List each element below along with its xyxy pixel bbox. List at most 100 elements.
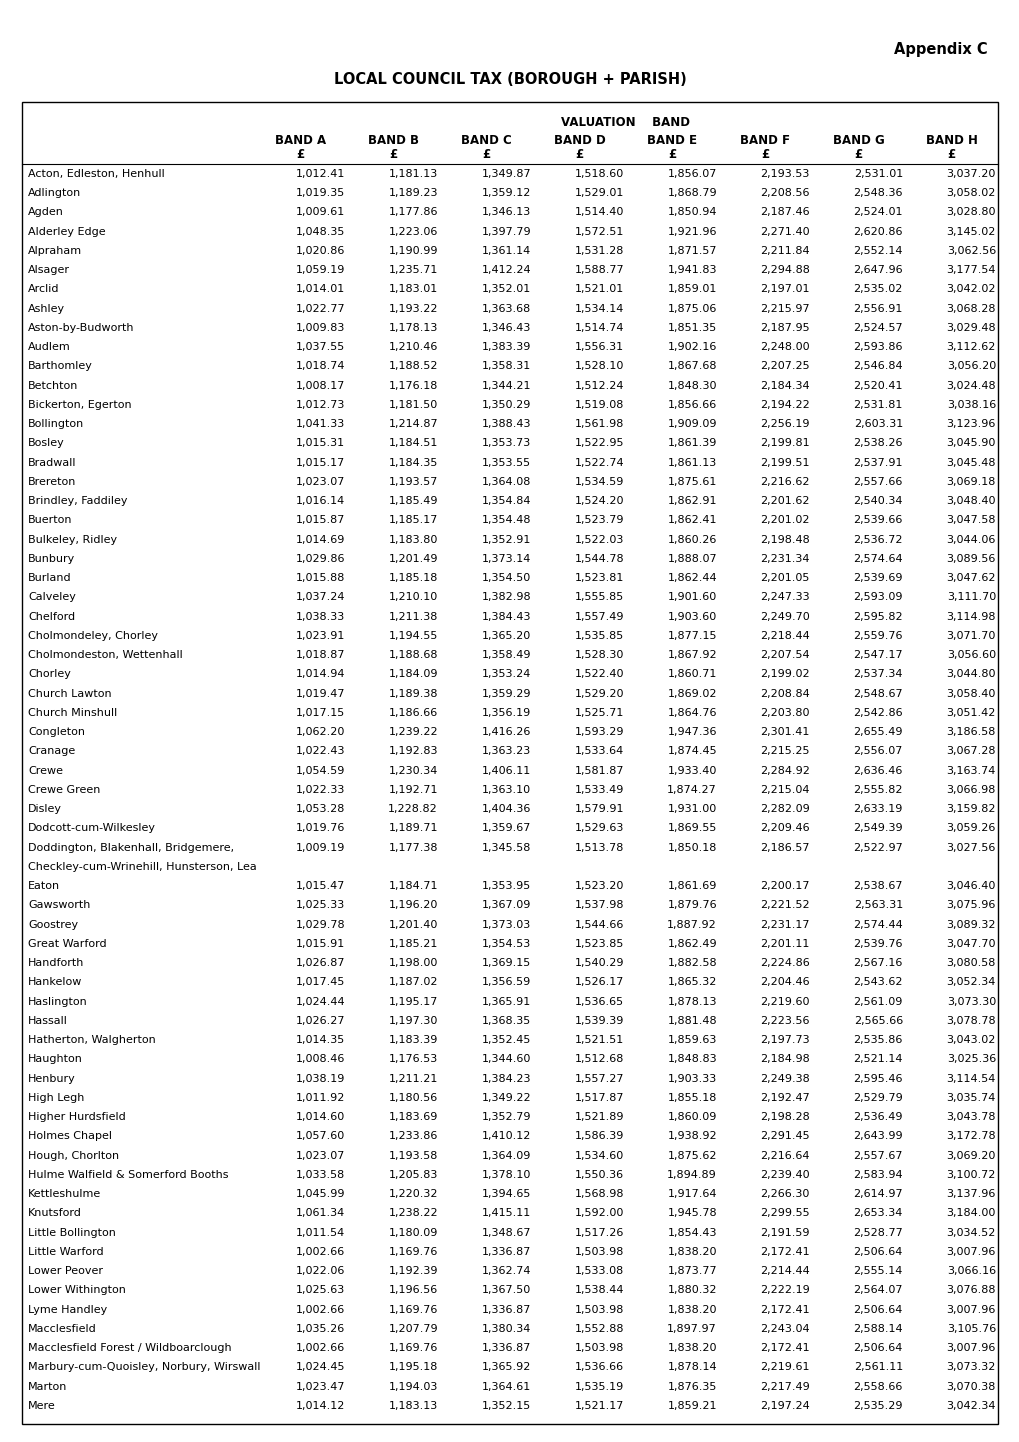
Text: Chelford: Chelford	[28, 611, 75, 622]
Text: 1,169.76: 1,169.76	[388, 1305, 437, 1315]
Text: Brereton: Brereton	[28, 477, 76, 487]
Text: 1,556.31: 1,556.31	[575, 342, 624, 352]
Text: 1,888.07: 1,888.07	[666, 554, 716, 564]
Text: 1,233.86: 1,233.86	[388, 1132, 437, 1141]
Text: 2,536.49: 2,536.49	[853, 1112, 902, 1122]
Text: 2,521.14: 2,521.14	[853, 1054, 902, 1064]
Text: 1,524.20: 1,524.20	[574, 496, 624, 506]
Text: 1,388.43: 1,388.43	[481, 420, 531, 430]
Text: 1,382.98: 1,382.98	[481, 593, 531, 603]
Text: 1,535.19: 1,535.19	[574, 1381, 624, 1392]
Text: 1,054.59: 1,054.59	[296, 766, 344, 776]
Text: 2,200.17: 2,200.17	[760, 881, 809, 891]
Text: Cranage: Cranage	[28, 747, 75, 757]
Text: 3,145.02: 3,145.02	[946, 226, 995, 236]
Text: 1,363.10: 1,363.10	[481, 784, 531, 795]
Text: 2,221.52: 2,221.52	[759, 900, 809, 910]
Text: 2,506.64: 2,506.64	[853, 1247, 902, 1257]
Text: 1,017.45: 1,017.45	[296, 978, 344, 988]
Text: 2,643.99: 2,643.99	[853, 1132, 902, 1141]
Text: 1,181.50: 1,181.50	[388, 399, 437, 410]
Text: 1,383.39: 1,383.39	[481, 342, 531, 352]
Text: 1,529.20: 1,529.20	[574, 689, 624, 698]
Text: 1,523.85: 1,523.85	[574, 939, 624, 949]
Text: 1,359.12: 1,359.12	[481, 189, 531, 198]
Text: 2,540.34: 2,540.34	[853, 496, 902, 506]
Text: 3,058.02: 3,058.02	[946, 189, 995, 198]
Text: Disley: Disley	[28, 805, 62, 815]
Text: 1,189.71: 1,189.71	[388, 823, 437, 833]
Text: Henbury: Henbury	[28, 1074, 75, 1083]
Text: 1,012.41: 1,012.41	[296, 169, 344, 179]
Text: 2,614.97: 2,614.97	[853, 1190, 902, 1200]
Text: £: £	[389, 149, 397, 162]
Text: 2,564.07: 2,564.07	[853, 1285, 902, 1295]
Text: 2,186.57: 2,186.57	[760, 842, 809, 852]
Text: Brindley, Faddiley: Brindley, Faddiley	[28, 496, 127, 506]
Text: Acton, Edleston, Henhull: Acton, Edleston, Henhull	[28, 169, 165, 179]
Text: 1,533.08: 1,533.08	[574, 1266, 624, 1276]
Text: 1,061.34: 1,061.34	[296, 1208, 344, 1218]
Text: 3,024.48: 3,024.48	[946, 381, 995, 391]
Text: 2,548.67: 2,548.67	[853, 689, 902, 698]
Text: 1,048.35: 1,048.35	[296, 226, 344, 236]
Text: 1,336.87: 1,336.87	[481, 1343, 531, 1353]
Text: 2,563.31: 2,563.31	[853, 900, 902, 910]
Text: 1,210.46: 1,210.46	[388, 342, 437, 352]
Text: 2,201.62: 2,201.62	[760, 496, 809, 506]
Text: 2,191.59: 2,191.59	[760, 1227, 809, 1237]
Text: Lower Withington: Lower Withington	[28, 1285, 125, 1295]
Text: Great Warford: Great Warford	[28, 939, 107, 949]
Text: 1,196.56: 1,196.56	[388, 1285, 437, 1295]
Text: 2,299.55: 2,299.55	[759, 1208, 809, 1218]
Text: 1,903.33: 1,903.33	[667, 1074, 716, 1083]
Text: 2,187.95: 2,187.95	[759, 323, 809, 333]
Text: 1,850.18: 1,850.18	[667, 842, 716, 852]
Text: 1,187.02: 1,187.02	[388, 978, 437, 988]
Text: 2,556.91: 2,556.91	[853, 304, 902, 314]
Text: 2,565.66: 2,565.66	[853, 1015, 902, 1025]
Text: 1,353.73: 1,353.73	[481, 438, 531, 448]
Text: Alpraham: Alpraham	[28, 247, 83, 257]
Text: 2,208.56: 2,208.56	[760, 189, 809, 198]
Text: £: £	[482, 149, 490, 162]
Text: 2,201.05: 2,201.05	[760, 572, 809, 583]
Text: 1,528.10: 1,528.10	[574, 362, 624, 372]
Text: 2,197.73: 2,197.73	[759, 1035, 809, 1045]
Text: 2,194.22: 2,194.22	[759, 399, 809, 410]
Text: 1,211.38: 1,211.38	[388, 611, 437, 622]
Text: 1,568.98: 1,568.98	[574, 1190, 624, 1200]
Text: 1,352.15: 1,352.15	[481, 1400, 531, 1410]
Text: Macclesfield: Macclesfield	[28, 1324, 97, 1334]
Text: Knutsford: Knutsford	[28, 1208, 82, 1218]
Text: 1,014.35: 1,014.35	[296, 1035, 344, 1045]
Text: 1,874.45: 1,874.45	[666, 747, 716, 757]
Text: 1,875.06: 1,875.06	[667, 304, 716, 314]
Text: 1,035.26: 1,035.26	[296, 1324, 344, 1334]
Text: 1,941.83: 1,941.83	[666, 265, 716, 275]
Text: 1,533.64: 1,533.64	[574, 747, 624, 757]
Text: Agden: Agden	[28, 208, 64, 218]
Text: 2,207.25: 2,207.25	[759, 362, 809, 372]
Text: 1,228.82: 1,228.82	[388, 805, 437, 815]
Text: 1,861.69: 1,861.69	[667, 881, 716, 891]
Text: 1,881.48: 1,881.48	[666, 1015, 716, 1025]
Text: 1,184.35: 1,184.35	[388, 457, 437, 467]
Text: Appendix C: Appendix C	[894, 42, 987, 58]
Text: 1,534.60: 1,534.60	[574, 1151, 624, 1161]
Text: Bunbury: Bunbury	[28, 554, 75, 564]
Text: 1,867.68: 1,867.68	[666, 362, 716, 372]
Text: 1,189.38: 1,189.38	[388, 689, 437, 698]
Text: 3,062.56: 3,062.56	[946, 247, 995, 257]
Text: 1,902.16: 1,902.16	[667, 342, 716, 352]
Text: 2,219.61: 2,219.61	[760, 1363, 809, 1373]
Text: 3,105.76: 3,105.76	[946, 1324, 995, 1334]
Text: 1,909.09: 1,909.09	[666, 420, 716, 430]
Text: 2,266.30: 2,266.30	[760, 1190, 809, 1200]
Text: 1,364.61: 1,364.61	[481, 1381, 531, 1392]
Text: 2,539.76: 2,539.76	[853, 939, 902, 949]
Text: 1,850.94: 1,850.94	[666, 208, 716, 218]
Text: 2,524.57: 2,524.57	[853, 323, 902, 333]
Text: 1,195.18: 1,195.18	[388, 1363, 437, 1373]
Text: BAND G: BAND G	[832, 134, 883, 147]
